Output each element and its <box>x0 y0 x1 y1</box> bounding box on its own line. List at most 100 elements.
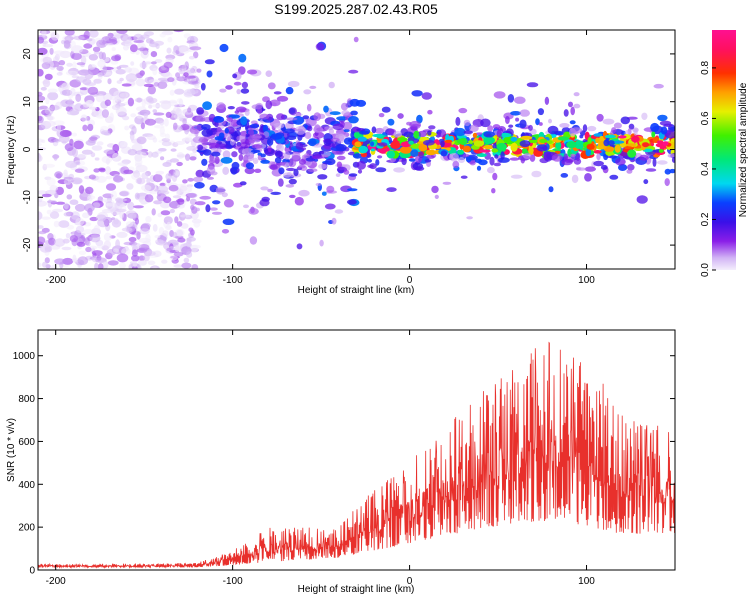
heatmap-cell <box>53 154 58 161</box>
heatmap-cell <box>38 262 42 268</box>
heatmap-cell <box>356 160 366 170</box>
spectrogram-y-label: Frequency (Hz) <box>6 116 17 185</box>
heatmap-cell <box>348 116 359 124</box>
heatmap-cell <box>617 135 627 139</box>
heatmap-cell <box>153 112 165 116</box>
heatmap-cell <box>101 155 113 164</box>
heatmap-cell <box>652 157 657 167</box>
heatmap-cell <box>508 124 514 128</box>
heatmap-cell <box>570 106 575 116</box>
heatmap-cell <box>650 122 660 132</box>
heatmap-cell <box>80 114 88 122</box>
heatmap-cell <box>197 144 204 151</box>
heatmap-cell <box>140 184 152 192</box>
heatmap-cell <box>331 137 340 142</box>
heatmap-cell <box>72 254 77 263</box>
heatmap-cell <box>548 118 552 124</box>
heatmap-cell <box>587 125 597 132</box>
heatmap-cell <box>311 155 323 160</box>
heatmap-cell <box>135 217 139 225</box>
heatmap-cell <box>98 51 104 60</box>
heatmap-cell <box>397 137 408 142</box>
heatmap-cell <box>346 199 357 205</box>
heatmap-cell <box>155 43 160 49</box>
heatmap-cell <box>469 124 479 132</box>
heatmap-cell <box>141 222 151 229</box>
heatmap-cell <box>95 175 107 183</box>
heatmap-cell <box>133 40 144 44</box>
spectrogram-x-label: Height of straight line (km) <box>298 285 415 296</box>
heatmap-cell <box>573 103 581 109</box>
heatmap-cell <box>159 120 165 126</box>
heatmap-cell <box>531 170 542 178</box>
heatmap-cell <box>189 46 202 51</box>
heatmap-cell <box>221 229 230 234</box>
heatmap-cell <box>241 101 250 105</box>
heatmap-cell <box>138 244 150 251</box>
heatmap-cell <box>63 40 71 49</box>
heatmap-cell <box>539 138 548 144</box>
heatmap-cell <box>625 143 637 147</box>
heatmap-cell <box>571 174 579 184</box>
heatmap-cell <box>146 177 151 184</box>
heatmap-cell <box>269 164 278 171</box>
heatmap-cell <box>101 109 109 118</box>
heatmap-cell <box>191 264 199 269</box>
heatmap-cell <box>348 69 359 74</box>
y-tick-label: 600 <box>18 437 35 448</box>
heatmap-cell <box>82 212 90 219</box>
heatmap-cell <box>319 239 324 247</box>
heatmap-cell <box>200 83 206 91</box>
heatmap-cell <box>75 154 87 158</box>
heatmap-cell <box>75 218 85 226</box>
heatmap-cell <box>38 36 44 44</box>
heatmap-cell <box>89 234 101 243</box>
heatmap-cell <box>568 101 573 108</box>
heatmap-cell <box>468 140 474 144</box>
heatmap-cell <box>173 30 184 33</box>
heatmap-cell <box>38 111 42 117</box>
heatmap-cell <box>86 197 93 202</box>
heatmap-cell <box>174 244 180 253</box>
heatmap-cell <box>536 144 548 152</box>
heatmap-cell <box>627 149 637 158</box>
heatmap-cell <box>631 135 640 143</box>
heatmap-cell <box>469 160 476 166</box>
heatmap-cell <box>131 242 142 249</box>
heatmap-cell <box>123 169 134 174</box>
heatmap-cell <box>54 258 66 265</box>
heatmap-cell <box>659 120 672 126</box>
heatmap-cell <box>65 160 78 168</box>
heatmap-cell <box>607 140 616 146</box>
heatmap-cell <box>236 88 241 95</box>
heatmap-cell <box>205 204 211 213</box>
heatmap-cell <box>151 151 159 158</box>
heatmap-cell <box>163 61 173 69</box>
heatmap-cell <box>63 176 73 180</box>
heatmap-cell <box>109 112 114 121</box>
heatmap-cell <box>172 106 180 115</box>
heatmap-cell <box>126 183 134 190</box>
heatmap-cell <box>70 87 76 97</box>
heatmap-cell <box>296 243 303 250</box>
heatmap-cell <box>318 163 328 169</box>
heatmap-cell <box>440 140 445 148</box>
heatmap-cell <box>515 117 520 122</box>
heatmap-cell <box>270 133 283 140</box>
heatmap-cell <box>187 185 193 193</box>
heatmap-cell <box>161 141 172 147</box>
heatmap-cell <box>374 127 385 134</box>
heatmap-cell <box>183 72 189 77</box>
heatmap-cell <box>224 133 232 140</box>
heatmap-cell <box>86 241 91 247</box>
heatmap-cell <box>168 184 179 192</box>
heatmap-cell <box>47 88 58 94</box>
heatmap-cell <box>618 164 628 171</box>
heatmap-cell <box>657 114 668 122</box>
heatmap-cell <box>75 93 82 102</box>
heatmap-cell <box>596 153 601 161</box>
heatmap-cell <box>134 97 144 103</box>
heatmap-cell <box>107 78 112 85</box>
heatmap-cell <box>234 110 239 114</box>
heatmap-cell <box>671 156 675 163</box>
